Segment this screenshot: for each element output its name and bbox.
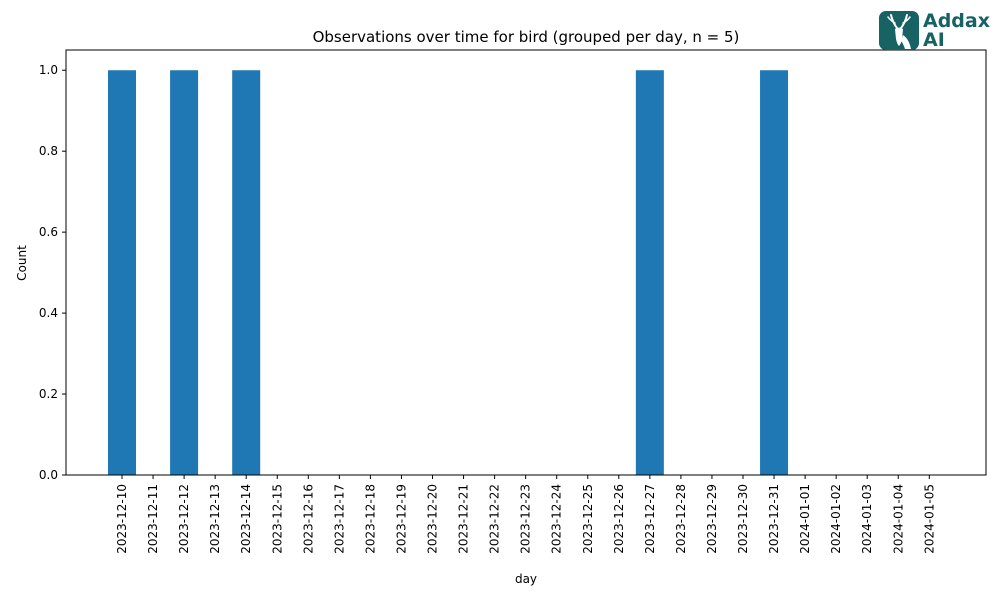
- x-tick-label: 2024-01-03: [860, 484, 874, 554]
- x-tick-label: 2024-01-04: [891, 484, 905, 554]
- x-tick-label: 2023-12-25: [581, 484, 595, 554]
- x-tick-label: 2024-01-05: [922, 484, 936, 554]
- x-tick-label: 2023-12-19: [394, 484, 408, 554]
- y-tick-label: 0.6: [39, 225, 58, 239]
- bar-2023-12-31: [760, 70, 789, 476]
- y-tick-label: 0.8: [39, 144, 58, 158]
- x-tick-label: 2023-12-14: [239, 484, 253, 554]
- x-axis-label: day: [515, 572, 537, 586]
- y-tick-label: 0.2: [39, 387, 58, 401]
- addax-antelope-icon: [879, 11, 919, 50]
- x-tick-label: 2023-12-26: [612, 484, 626, 554]
- x-tick-label: 2023-12-30: [736, 484, 750, 554]
- x-tick-label: 2023-12-24: [550, 484, 564, 554]
- bar-2023-12-14: [232, 70, 261, 476]
- x-tick-label: 2023-12-17: [332, 484, 346, 554]
- x-tick-label: 2023-12-18: [363, 484, 377, 554]
- bar-2023-12-10: [108, 70, 136, 476]
- bars-group: [108, 70, 789, 476]
- x-tick-label: 2024-01-02: [829, 484, 843, 554]
- x-tick-label: 2023-12-11: [146, 484, 160, 554]
- addax-ai-logo: Addax AI: [879, 11, 994, 51]
- y-tick-label: 0.0: [39, 468, 58, 482]
- chart-title: Observations over time for bird (grouped…: [313, 28, 740, 46]
- y-axis: 0.0 0.2 0.4 0.6 0.8 1.0: [39, 63, 66, 482]
- x-tick-label: 2023-12-23: [519, 484, 533, 554]
- logo-text-line2: AI: [923, 29, 945, 51]
- bar-2023-12-27: [635, 70, 664, 476]
- y-tick-label: 0.4: [39, 306, 58, 320]
- x-tick-label: 2023-12-15: [270, 484, 284, 554]
- plot-frame: [65, 49, 987, 476]
- x-tick-label: 2023-12-16: [301, 484, 315, 554]
- x-tick-label: 2023-12-20: [426, 484, 440, 554]
- x-tick-label: 2024-01-01: [798, 484, 812, 554]
- x-tick-label: 2023-12-22: [488, 484, 502, 554]
- x-tick-label: 2023-12-29: [705, 484, 719, 554]
- bar-2023-12-12: [170, 70, 199, 476]
- y-tick-label: 1.0: [39, 63, 58, 77]
- x-tick-label: 2023-12-27: [643, 484, 657, 554]
- x-tick-label: 2023-12-12: [177, 484, 191, 554]
- x-tick-label: 2023-12-13: [208, 484, 222, 554]
- x-tick-label: 2023-12-28: [674, 484, 688, 554]
- x-tick-label: 2023-12-21: [457, 484, 471, 554]
- y-axis-label: Count: [15, 245, 29, 281]
- x-axis: 2023-12-10 2023-12-11 2023-12-12 2023-12-13…: [115, 475, 936, 554]
- x-tick-label: 2023-12-31: [767, 484, 781, 554]
- logo-text-line1: Addax: [923, 10, 990, 32]
- x-tick-label: 2023-12-10: [115, 484, 129, 554]
